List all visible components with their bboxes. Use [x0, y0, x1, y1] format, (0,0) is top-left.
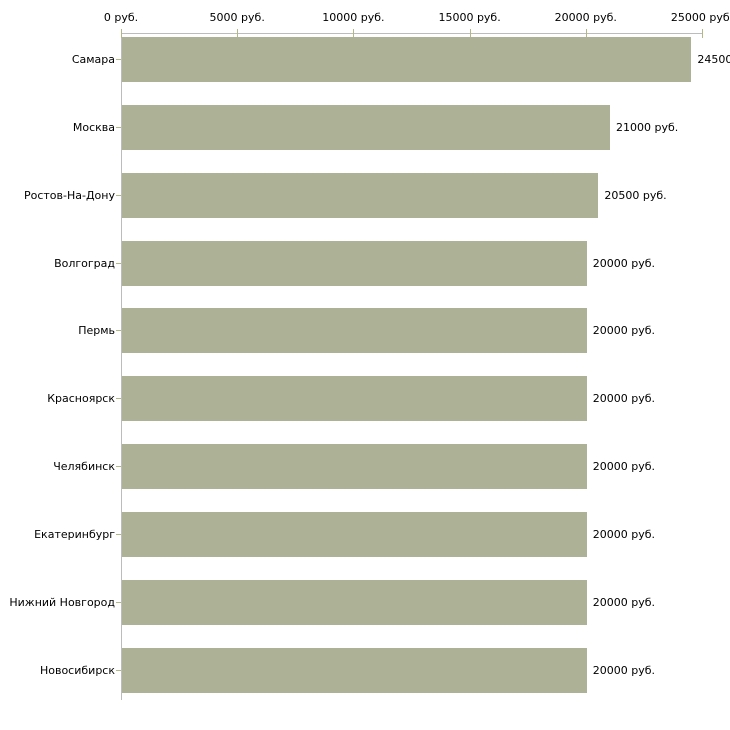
- x-axis-tick: [585, 29, 587, 38]
- x-axis-tick: [237, 29, 239, 38]
- x-axis-tick: [702, 29, 703, 38]
- bar: [122, 444, 587, 490]
- bar: [122, 376, 587, 422]
- category-label: Волгоград: [54, 256, 115, 270]
- bar: [122, 579, 587, 625]
- x-axis-tick: [121, 29, 122, 38]
- x-axis-tick-label: 10000 руб.: [322, 11, 385, 24]
- bar-value-label: 24500 руб.: [697, 53, 730, 66]
- category-label: Екатеринбург: [34, 527, 115, 541]
- bar: [122, 647, 587, 693]
- bar-value-label: 20000 руб.: [592, 527, 656, 541]
- bar: [122, 240, 587, 286]
- bar-value-label: 20000 руб.: [592, 663, 656, 677]
- bar-value-label: 20000 руб.: [592, 256, 656, 270]
- category-label: Нижний Новгород: [9, 595, 115, 609]
- category-label: Челябинск: [53, 460, 115, 474]
- bar: [122, 104, 611, 150]
- x-axis-tick-label: 25000 руб.: [670, 11, 730, 24]
- category-tick: [116, 398, 121, 400]
- bar-value-label: 20000 руб.: [592, 392, 656, 406]
- category-tick: [116, 126, 121, 128]
- category-label: Москва: [72, 120, 115, 134]
- category-label: Новосибирск: [39, 663, 115, 677]
- x-axis-line: [121, 33, 703, 34]
- bar-value-label: 20000 руб.: [592, 460, 656, 474]
- bar: [122, 308, 587, 354]
- category-tick: [116, 533, 121, 535]
- x-axis-tick-label: 5000 руб.: [209, 11, 265, 24]
- category-tick: [116, 466, 121, 468]
- bar-value-label: 20500 руб.: [604, 188, 667, 202]
- bar-value-label: 21000 руб.: [616, 120, 679, 134]
- category-tick: [116, 59, 121, 60]
- category-tick: [116, 262, 121, 264]
- category-tick: [116, 601, 121, 603]
- category-label: Красноярск: [47, 392, 115, 406]
- x-axis-tick-label: 20000 руб.: [554, 11, 617, 24]
- y-axis-line: [121, 33, 122, 700]
- category-label: Самара: [71, 53, 115, 66]
- bar-value-label: 20000 руб.: [592, 324, 656, 338]
- category-tick: [116, 330, 121, 332]
- x-axis-tick: [353, 29, 355, 38]
- x-axis-tick-label: 15000 руб.: [438, 11, 501, 24]
- category-label: Ростов-На-Дону: [23, 188, 115, 202]
- bar-value-label: 20000 руб.: [592, 595, 656, 609]
- bar: [122, 37, 692, 82]
- category-label: Пермь: [78, 324, 115, 338]
- bar: [122, 172, 599, 218]
- bar: [122, 511, 587, 557]
- x-axis-tick: [469, 29, 471, 38]
- category-tick: [116, 194, 121, 196]
- x-axis-tick-label: 0 руб.: [103, 11, 139, 24]
- category-tick: [116, 669, 121, 671]
